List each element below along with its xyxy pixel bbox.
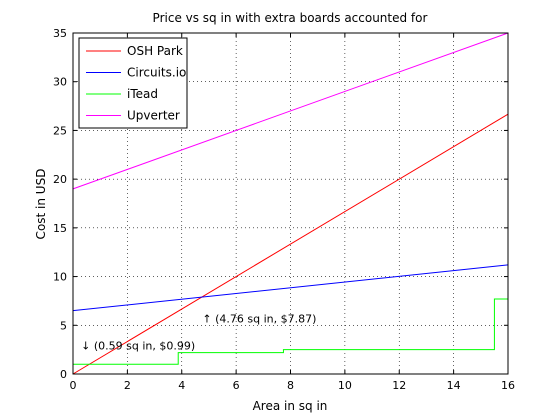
legend-entry-circuits-io: Circuits.io [127, 66, 186, 80]
legend-box [78, 37, 188, 129]
x-tick-label: 2 [124, 379, 131, 392]
x-tick-label: 12 [392, 379, 406, 392]
y-tick-label: 25 [53, 124, 67, 137]
x-axis-label: Area in sq in [253, 399, 328, 413]
legend-entry-osh-park: OSH Park [127, 44, 183, 58]
legend: OSH Park Circuits.io iTead Upverter [78, 37, 188, 129]
ticks: 0 2 4 6 8 10 12 14 16 0 5 10 15 20 25 30 35 [53, 27, 515, 392]
y-tick-label: 10 [53, 271, 67, 284]
series-line-circuits-io [72, 264, 509, 312]
y-tick-label: 15 [53, 222, 67, 235]
series-line-itead [73, 298, 508, 365]
annotation: ↑ (4.76 sq in, $7.87) [202, 312, 316, 325]
y-tick-label: 20 [53, 173, 67, 186]
chart-title: Price vs sq in with extra boards account… [153, 11, 428, 25]
y-tick-label: 0 [60, 368, 67, 381]
x-tick-label: 6 [233, 379, 240, 392]
legend-entry-itead: iTead [127, 87, 158, 101]
x-tick-label: 8 [287, 379, 294, 392]
y-tick-label: 5 [60, 319, 67, 332]
x-tick-label: 14 [447, 379, 461, 392]
legend-entry-upverter: Upverter [127, 109, 180, 123]
x-tick-label: 10 [338, 379, 352, 392]
annotation: ↓ (0.59 sq in, $0.99) [81, 340, 195, 353]
series-line-upverter [72, 32, 509, 190]
series-layer [72, 32, 509, 375]
x-tick-label: 4 [178, 379, 185, 392]
x-tick-label: 0 [70, 379, 77, 392]
series-line-osh-park [72, 113, 509, 375]
x-tick-label: 16 [501, 379, 515, 392]
y-tick-label: 30 [53, 76, 67, 89]
y-tick-label: 35 [53, 27, 67, 40]
annotations: ↑ (4.76 sq in, $7.87) ↓ (0.59 sq in, $0.9… [81, 312, 316, 352]
y-axis-label: Cost in USD [34, 169, 48, 240]
